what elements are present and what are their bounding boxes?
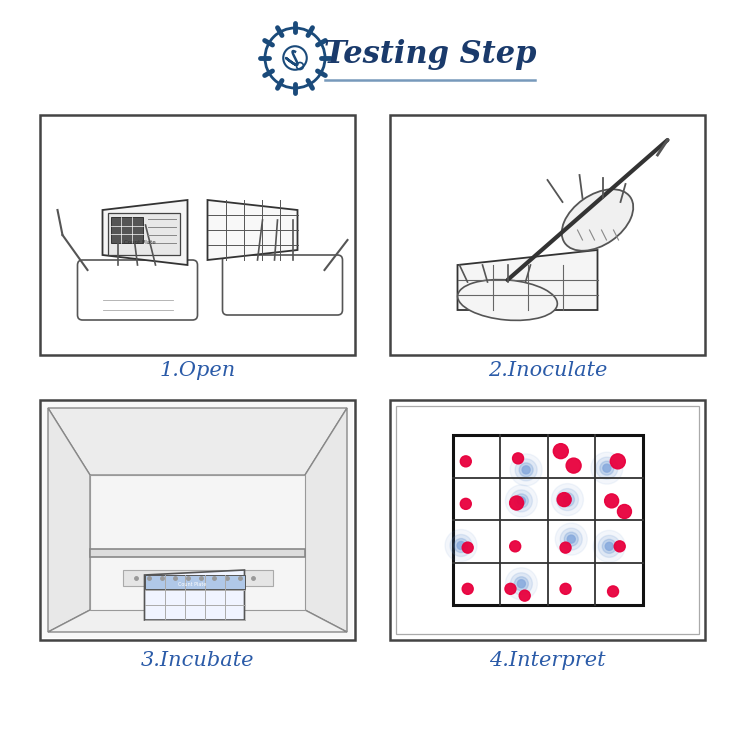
Circle shape — [567, 536, 575, 543]
Circle shape — [593, 530, 626, 562]
Circle shape — [519, 590, 530, 602]
Text: 4.Interpret: 4.Interpret — [489, 650, 606, 670]
Circle shape — [563, 496, 572, 503]
Bar — [110, 217, 142, 243]
Text: Count Plate: Count Plate — [178, 581, 207, 586]
Circle shape — [600, 461, 613, 476]
Circle shape — [560, 528, 582, 550]
Circle shape — [566, 458, 581, 473]
Circle shape — [610, 454, 626, 469]
Circle shape — [598, 536, 620, 557]
Polygon shape — [90, 549, 305, 557]
Bar — [42, 402, 353, 638]
Circle shape — [596, 458, 618, 479]
Circle shape — [602, 539, 616, 554]
Text: 1.Open: 1.Open — [159, 361, 236, 380]
Circle shape — [551, 484, 584, 515]
Circle shape — [515, 459, 537, 481]
Polygon shape — [145, 570, 244, 620]
Circle shape — [510, 490, 532, 512]
Circle shape — [510, 496, 524, 510]
Circle shape — [555, 524, 587, 555]
Circle shape — [510, 541, 520, 552]
Polygon shape — [90, 475, 305, 610]
Circle shape — [510, 454, 542, 486]
Circle shape — [514, 577, 528, 591]
Bar — [40, 115, 355, 355]
Circle shape — [560, 542, 571, 554]
Bar — [40, 400, 355, 640]
Bar — [396, 406, 699, 634]
Circle shape — [445, 530, 477, 562]
Bar — [145, 575, 244, 589]
Circle shape — [454, 538, 468, 553]
Ellipse shape — [562, 189, 633, 250]
Text: 3.Incubate: 3.Incubate — [141, 650, 254, 670]
Text: Testing Step: Testing Step — [324, 40, 536, 70]
Circle shape — [519, 463, 533, 477]
Ellipse shape — [458, 280, 557, 320]
Circle shape — [522, 466, 530, 474]
Bar — [107, 213, 179, 255]
Circle shape — [603, 464, 610, 472]
Bar — [122, 570, 272, 586]
Circle shape — [505, 584, 516, 594]
Circle shape — [460, 456, 471, 466]
Circle shape — [564, 532, 578, 546]
Circle shape — [462, 542, 473, 554]
Circle shape — [457, 542, 465, 550]
Text: Count Plate: Count Plate — [124, 241, 155, 245]
Circle shape — [514, 494, 528, 508]
Circle shape — [450, 535, 472, 556]
Circle shape — [518, 497, 525, 505]
Circle shape — [557, 493, 572, 506]
Bar — [390, 115, 705, 355]
Circle shape — [512, 453, 523, 464]
Circle shape — [617, 505, 632, 518]
Polygon shape — [48, 408, 347, 475]
Circle shape — [460, 498, 471, 509]
Text: 2.Inoculate: 2.Inoculate — [488, 361, 608, 380]
Circle shape — [608, 586, 619, 597]
Polygon shape — [305, 408, 347, 632]
Circle shape — [518, 580, 525, 588]
Circle shape — [556, 488, 578, 511]
Circle shape — [604, 494, 619, 508]
Circle shape — [510, 573, 532, 595]
Circle shape — [554, 444, 568, 459]
Polygon shape — [208, 200, 298, 260]
Circle shape — [462, 584, 473, 594]
Circle shape — [605, 542, 613, 550]
Circle shape — [591, 452, 622, 484]
Circle shape — [614, 541, 626, 552]
Polygon shape — [458, 250, 598, 310]
Polygon shape — [48, 408, 90, 632]
Bar — [452, 435, 643, 605]
Polygon shape — [103, 200, 188, 265]
Bar — [390, 400, 705, 640]
Circle shape — [506, 568, 537, 600]
Polygon shape — [48, 610, 347, 632]
Circle shape — [506, 485, 537, 517]
Circle shape — [560, 493, 574, 506]
Circle shape — [560, 584, 571, 594]
